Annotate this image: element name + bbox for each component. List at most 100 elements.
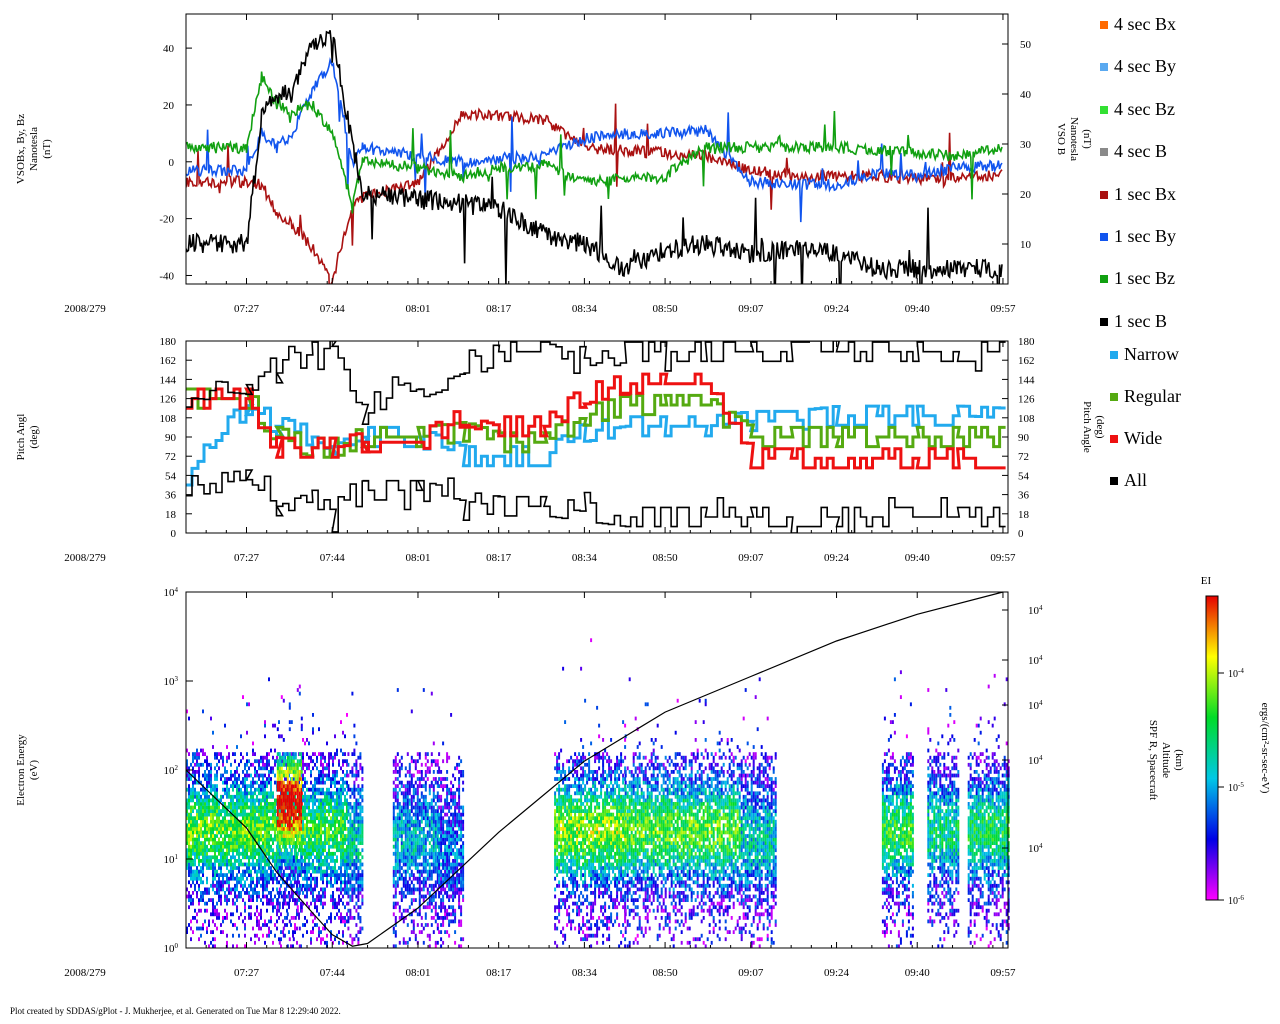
spectrogram-cell [248,759,250,764]
spectrogram-cell [294,809,297,813]
spectrogram-cell [458,898,461,902]
spectrogram-cell [556,944,559,949]
spectrogram-cell [200,841,202,845]
spectrogram-cell [286,798,289,803]
spectrogram-cell [334,830,336,835]
spectrogram-cell [336,830,338,835]
spectrogram-cell [442,873,445,877]
spectrogram-cell [432,841,435,845]
spectrogram-cell [342,841,344,845]
spectrogram-cell [404,894,407,899]
spectrogram-cell [312,787,314,792]
spectrogram-cell [188,830,190,835]
spectrogram-cell [292,812,295,817]
spectrogram-cell [338,940,340,945]
spectrogram-cell [324,869,326,874]
spectrogram-cell [250,844,252,849]
spectrogram-cell [220,830,222,835]
spectrogram-cell [344,834,346,838]
spectrogram-cell [332,816,334,821]
spectrogram-cell [454,837,457,842]
spectrogram-cell [336,848,338,853]
spectrogram-cell [196,891,198,895]
spectrogram-cell [292,762,295,767]
spectrogram-cell [284,773,287,778]
spectrogram-cell [322,905,324,910]
spectrogram-cell [422,794,425,799]
spectrogram-cell [400,898,403,902]
spectrogram-cell [422,898,425,902]
spectrogram-cell [322,876,324,881]
spectrogram-cell [238,787,240,792]
spectrogram-cell [456,876,459,881]
spectrogram-cell [224,898,226,902]
spectrogram-cell [396,819,399,824]
spectrogram-cell [438,816,441,821]
spectrogram-cell [400,876,403,881]
spectrogram-cell [264,880,266,885]
spectrogram-cell [406,859,409,863]
spectrogram-cell [290,827,293,831]
spectrogram-cell [212,873,214,877]
spectrogram-cell [218,916,220,920]
spectrogram-cell [440,898,443,902]
spectrogram-cell [188,834,190,838]
spectrogram-cell [222,816,224,821]
spectrogram-cell [426,802,429,806]
spectrogram-cell [256,837,258,842]
spectrogram-cell [196,823,198,828]
spectrogram-cell [458,780,461,785]
spectrogram-cell [242,798,244,803]
spectrogram-cell [353,812,356,817]
spectrogram-cell [248,823,250,828]
spectrogram-cell [353,723,356,728]
spectrogram-cell [200,926,202,931]
spectrogram-cell [446,798,449,803]
spectrogram-cell [554,802,557,806]
spectrogram-cell [322,762,324,767]
spectrogram-cell [342,759,344,764]
spectrogram-cell [349,851,352,856]
spectrogram-cell [298,812,301,817]
spectrogram-cell [292,773,295,778]
spectrogram-cell [208,773,210,778]
spectrogram-cell [414,830,417,835]
spectrogram-cell [234,777,236,781]
spectrogram-cell [228,802,230,806]
spectrogram-cell [320,862,322,867]
spectrogram-cell [268,880,270,885]
spectrogram-cell [300,901,302,906]
spectrogram-cell [448,827,451,831]
spectrogram-cell [288,866,291,870]
spectrogram-cell [188,770,190,774]
spectrogram-cell [228,876,230,881]
spectrogram-cell [282,805,285,810]
spectrogram-cell [452,851,455,856]
spectrogram-cell [450,851,453,856]
spectrogram-cell [272,819,274,824]
spectrogram-cell [300,802,303,806]
spectrogram-cell [312,866,314,870]
spectrogram-cell [438,844,441,849]
spectrogram-cell [322,770,324,774]
spectrogram-cell [190,819,192,824]
spectrogram-cell [426,933,429,938]
spectrogram-cell [190,830,192,835]
spectrogram-cell [426,887,429,892]
spectrogram-cell [252,794,254,799]
spectrogram-cell [202,866,204,870]
spectrogram-cell [442,898,445,902]
spectrogram-cell [198,762,200,767]
spectrogram-cell [428,869,431,874]
spectrogram-cell [286,873,288,877]
spectrogram-cell [258,851,260,856]
spectrogram-cell [556,770,559,774]
spectrogram-cell [238,812,240,817]
spectrogram-cell [280,809,283,813]
spectrogram-cell [558,827,561,831]
spectrogram-cell [282,762,285,767]
spectrogram-cell [396,834,399,838]
spectrogram-cell [250,869,252,874]
spectrogram-cell [336,933,338,938]
